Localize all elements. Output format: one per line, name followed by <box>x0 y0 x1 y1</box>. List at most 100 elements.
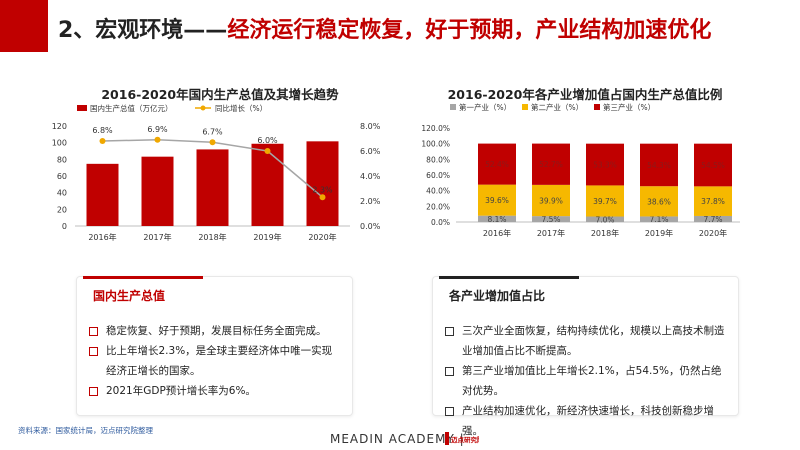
checkbox-icon <box>89 347 98 356</box>
growth-point <box>264 148 271 154</box>
y-tick-label: 20.0% <box>426 202 450 211</box>
x-tick-label: 2018年 <box>591 228 619 238</box>
growth-data-label: 6.7% <box>202 127 223 136</box>
list-item-text: 产业结构加速优化，新经济快速增长，科技创新稳步增强。 <box>462 405 714 437</box>
checkbox-icon <box>445 367 454 376</box>
y-left-tick-label: 60 <box>57 172 67 181</box>
segment-data-label: 39.7% <box>593 197 617 206</box>
y-left-tick-label: 80 <box>57 155 67 164</box>
gdp-bar <box>306 141 339 226</box>
segment-data-label: 52.7% <box>539 160 563 169</box>
y-right-tick-label: 6.0% <box>360 147 381 156</box>
segment-data-label: 7.0% <box>595 215 614 224</box>
legend-label: 第三产业（%） <box>603 102 655 112</box>
list-item: 第三产业增加值比上年增长2.1%，占54.5%，仍然占绝对优势。 <box>445 361 726 401</box>
legend-swatch <box>522 104 528 110</box>
y-right-tick-label: 2.0% <box>360 197 381 206</box>
segment-data-label: 7.7% <box>703 215 722 224</box>
stacked-bar-segment <box>532 216 570 222</box>
stacked-bar-segment <box>478 184 516 216</box>
list-item: 三次产业全面恢复，结构持续优化，规模以上高技术制造业增加值占比不断提高。 <box>445 321 726 361</box>
stacked-bar-segment <box>694 186 732 216</box>
industry-share-chart: 第一产业（%） 第二产业（%） 第三产业（%） 0.0% 20.0% 40.0% 60.0%… <box>421 102 740 238</box>
legend-marker-growth <box>200 105 206 111</box>
stacked-bar-segment <box>694 215 732 222</box>
stacked-bar-segment <box>478 215 516 222</box>
growth-data-label: 6.9% <box>147 125 168 134</box>
brand-text: MEADIN ACADEMY | <box>330 432 465 446</box>
list-item-text: 第三产业增加值比上年增长2.1%，占54.5%，仍然占绝对优势。 <box>462 365 722 397</box>
list-item-text: 三次产业全面恢复，结构持续优化，规模以上高技术制造业增加值占比不断提高。 <box>462 325 725 357</box>
checkbox-icon <box>445 407 454 416</box>
list-item-text: 2021年GDP预计增长率为6%。 <box>106 385 256 397</box>
y-left-tick-label: 20 <box>57 205 67 214</box>
x-tick-label: 2019年 <box>253 232 281 242</box>
y-left-tick-label: 40 <box>57 189 67 198</box>
y-tick-label: 100.0% <box>421 140 450 149</box>
panel-accent-bar <box>83 276 203 279</box>
y-left-tick-label: 100 <box>52 139 67 148</box>
list-item: 比上年增长2.3%，是全球主要经济体中唯一实现经济正增长的国家。 <box>89 341 340 381</box>
segment-data-label: 54.5% <box>701 161 725 170</box>
industry-summary-panel: 各产业增加值占比 三次产业全面恢复，结构持续优化，规模以上高技术制造业增加值占比… <box>432 276 739 437</box>
y-tick-label: 40.0% <box>426 187 450 196</box>
legend-label-gdp: 国内生产总值（万亿元） <box>90 103 173 113</box>
checkbox-icon <box>89 327 98 336</box>
stacked-bar-segment <box>586 185 624 217</box>
list-item-text: 比上年增长2.3%，是全球主要经济体中唯一实现经济正增长的国家。 <box>106 345 333 377</box>
chart2-title: 2016-2020年各产业增加值占国内生产总值比例 <box>447 87 723 102</box>
legend-label: 第二产业（%） <box>531 102 583 112</box>
x-tick-label: 2016年 <box>88 232 116 242</box>
y-tick-label: 60.0% <box>426 171 450 180</box>
stacked-bar-segment <box>532 184 570 217</box>
corner-accent <box>0 0 48 52</box>
y-tick-label: 80.0% <box>426 155 450 164</box>
gdp-bar <box>251 143 284 226</box>
growth-point <box>319 194 326 201</box>
stacked-bar-segment <box>478 143 516 185</box>
legend-swatch-gdp <box>77 105 87 111</box>
gdp-bar <box>86 163 119 226</box>
gdp-bar <box>141 156 174 226</box>
segment-data-label: 39.9% <box>539 196 563 205</box>
y-tick-label: 120.0% <box>421 124 450 133</box>
chart1-title: 2016-2020年国内生产总值及其增长趋势 <box>101 87 339 102</box>
growth-data-label: 6.8% <box>92 126 113 135</box>
industry-summary-heading: 各产业增加值占比 <box>449 289 546 303</box>
legend-label-growth: 同比增长（%） <box>215 103 267 113</box>
list-item: 稳定恢复、好于预期，发展目标任务全面完成。 <box>89 321 340 341</box>
page-title: 2、宏观环境——经济运行稳定恢复，好于预期，产业结构加速优化 <box>58 12 711 44</box>
growth-data-label: 6.0% <box>257 136 278 145</box>
x-tick-label: 2019年 <box>645 228 673 238</box>
stacked-bar-segment <box>640 186 678 217</box>
x-tick-label: 2017年 <box>143 232 171 242</box>
segment-data-label: 8.1% <box>487 215 506 224</box>
panel-accent-bar <box>439 276 579 279</box>
stacked-bar-segment <box>586 216 624 222</box>
growth-point <box>99 138 106 144</box>
y-left-tick-label: 120 <box>52 122 67 131</box>
page-title-main: 经济运行稳定恢复，好于预期，产业结构加速优化 <box>227 18 712 43</box>
list-item-text: 稳定恢复、好于预期，发展目标任务全面完成。 <box>106 325 327 337</box>
segment-data-label: 53.3% <box>593 161 617 170</box>
x-tick-label: 2017年 <box>537 228 565 238</box>
y-right-tick-label: 4.0% <box>360 172 381 181</box>
list-item: 产业结构加速优化，新经济快速增长，科技创新稳步增强。 <box>445 401 726 441</box>
legend-label: 第一产业（%） <box>459 102 511 112</box>
gdp-summary-panel: 国内生产总值 稳定恢复、好于预期，发展目标任务全面完成。 比上年增长2.3%，是… <box>76 276 353 416</box>
segment-data-label: 7.5% <box>541 215 560 224</box>
x-tick-label: 2018年 <box>198 232 226 242</box>
stacked-bar-segment <box>532 143 570 185</box>
legend-swatch <box>594 104 600 110</box>
segment-data-label: 38.6% <box>647 197 671 206</box>
y-tick-label: 0.0% <box>431 218 450 227</box>
x-tick-label: 2020年 <box>699 228 727 238</box>
x-tick-label: 2020年 <box>308 232 336 242</box>
stacked-bar-segment <box>640 143 678 187</box>
gdp-summary-heading: 国内生产总值 <box>93 289 166 303</box>
brand-logo-text: 迈点研究院 <box>451 435 479 444</box>
growth-point <box>154 136 161 143</box>
data-source-note: 资料来源：国家统计局，迈点研究院整理 <box>18 426 153 435</box>
y-right-tick-label: 8.0% <box>360 122 381 131</box>
stacked-bar-segment <box>640 216 678 222</box>
